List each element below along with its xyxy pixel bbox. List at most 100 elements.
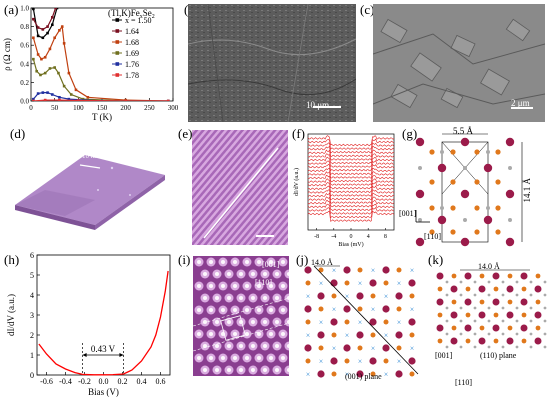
atom-large-k (464, 324, 472, 332)
stm-atom-core-i (251, 344, 255, 348)
vacancy-mark-j: × (371, 305, 376, 314)
atom-large-k (436, 272, 444, 280)
atom-orange-j (344, 358, 350, 364)
vacancy-mark-j: × (384, 331, 389, 340)
stm-atom-core-i (209, 260, 213, 264)
data-point-a (62, 84, 66, 88)
data-point-a (32, 97, 35, 101)
stm-atom-core-i (287, 296, 289, 300)
stm-atom-core-i (257, 260, 261, 264)
atom-gray-k (515, 280, 519, 284)
stm-atom-core-i (233, 308, 237, 312)
vacancy-mark-j: × (306, 370, 311, 379)
stm-atom-core-i (209, 332, 213, 336)
atom-large-j (317, 370, 325, 378)
atom-orange-k (479, 273, 485, 279)
atom-large-j (395, 331, 403, 339)
vacancy-mark-j: × (397, 318, 402, 327)
atom-large-j (395, 292, 403, 300)
vacancy-mark-j: × (332, 344, 337, 353)
atom-orange-j (409, 293, 415, 299)
x-tick-label-a: 200 (120, 104, 131, 112)
vacancy-mark-j: × (345, 370, 350, 379)
x-tick-label-h: -0.4 (59, 377, 72, 386)
stm-atom-i (284, 341, 289, 351)
atom-orange-j (409, 371, 415, 377)
stm-atom-core-i (281, 308, 285, 312)
data-point-a (41, 36, 45, 40)
atom-orange-g (429, 149, 435, 155)
atom-orange-g (450, 179, 456, 185)
spectrum-line-f (307, 203, 395, 215)
y-axis-label-a: ρ (Ω cm) (2, 38, 12, 71)
data-point-a (46, 91, 49, 94)
data-point-a (55, 8, 59, 10)
atom-orange-k (507, 273, 513, 279)
atom-large-j (356, 370, 364, 378)
data-point-a (46, 31, 49, 35)
atom-large-g (415, 189, 425, 199)
atom-gray-g (418, 218, 422, 222)
series-group-a (32, 8, 170, 101)
atom-orange-j (305, 280, 311, 286)
spectrum-line-f (307, 145, 395, 157)
panel-label-i: (i) (178, 252, 191, 267)
x-tick-label-h: -0.6 (40, 377, 53, 386)
data-point-a (32, 8, 35, 11)
stm-atom-core-i (245, 356, 249, 360)
x-axis-label-a: T (K) (92, 112, 112, 122)
data-point-a (48, 47, 52, 51)
vacancy-mark-j: × (306, 292, 311, 301)
vacancy-mark-j: × (345, 331, 350, 340)
atom-gray-k (459, 345, 463, 349)
chart-title-sub-a: x (140, 14, 143, 20)
atom-large-j (343, 344, 351, 352)
spectrum-line-f (307, 196, 395, 208)
atom-gray-k (501, 319, 505, 323)
gap-annotation-h: 0.43 V (91, 344, 116, 354)
atom-large-j (382, 305, 390, 313)
atom-gray-k (445, 306, 449, 310)
stm-atom-core-i (275, 344, 279, 348)
atom-orange-j (370, 293, 376, 299)
vacancy-mark-j: × (319, 318, 324, 327)
series-line-h (38, 270, 169, 376)
atom-large-k (492, 324, 500, 332)
y-tick-label-a: 0.8 (20, 23, 29, 31)
data-point-a (53, 66, 56, 69)
atom-gray-k (501, 332, 505, 336)
x-tick-label-a: 100 (73, 104, 84, 112)
stm-atom-core-i (215, 368, 219, 372)
g-right-label: 14.1 Å (522, 178, 532, 203)
stm-atom-core-i (209, 308, 213, 312)
atom-large-j (304, 344, 312, 352)
y-tick-label-h: 5 (30, 271, 34, 280)
data-point-a (32, 57, 35, 61)
atom-large-j (395, 370, 403, 378)
data-point-a (77, 99, 80, 101)
stm-atom-i (284, 269, 289, 279)
legend-label-a: 1.76 (125, 60, 139, 69)
data-point-a (124, 99, 127, 101)
atom-large-g (460, 189, 470, 199)
data-point-a (39, 73, 42, 77)
atom-orange-k (437, 286, 443, 292)
atom-gray-k (473, 345, 477, 349)
atom-orange-j (357, 267, 363, 273)
atom-gray-k (543, 345, 547, 349)
j-top-label: 14.0 Å (311, 258, 333, 267)
legend-marker-a (115, 18, 120, 22)
atom-gray-k (529, 280, 533, 284)
atom-gray-k (515, 332, 519, 336)
g-dir1-label: [001] (399, 209, 417, 218)
y-tick-label-a: 0.4 (20, 60, 29, 68)
atom-orange-j (318, 267, 324, 273)
atom-gray-k (459, 332, 463, 336)
atom-gray-k (487, 306, 491, 310)
data-point-a (58, 95, 61, 99)
scalebar-label-b: 10 μm (306, 100, 330, 110)
atom-orange-k (493, 338, 499, 344)
spectrum-line-f (307, 182, 395, 193)
sem-image-b: 10 μm (188, 4, 356, 122)
atom-gray-k (501, 293, 505, 297)
